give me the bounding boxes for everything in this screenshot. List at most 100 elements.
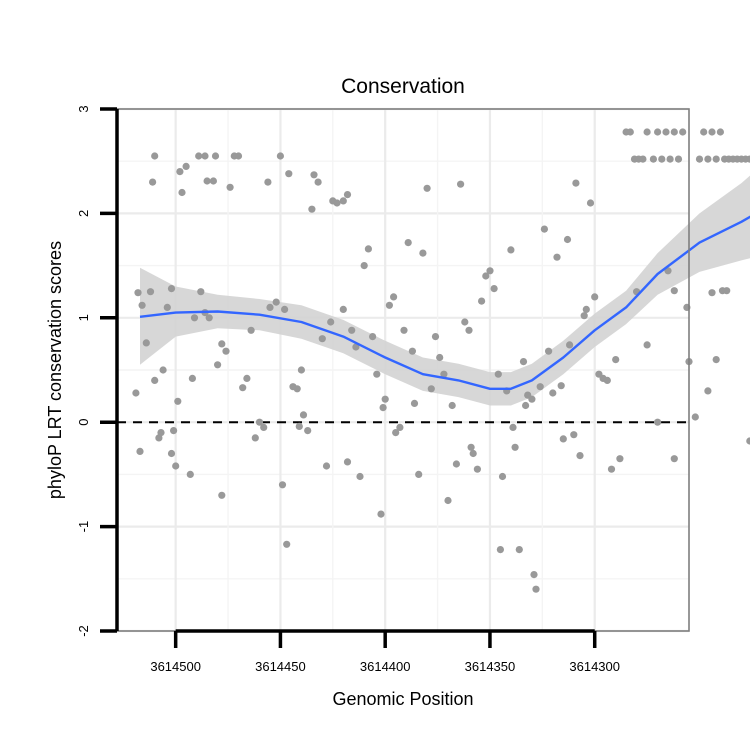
data-point — [136, 447, 144, 455]
data-point — [134, 289, 142, 297]
data-point — [178, 188, 186, 197]
data-point — [197, 288, 205, 296]
data-point — [201, 152, 209, 160]
data-point — [373, 370, 381, 378]
data-point — [308, 205, 316, 213]
data-point — [339, 197, 347, 205]
data-point — [369, 333, 377, 341]
x-tick-label: 3614300 — [569, 659, 620, 674]
data-point — [218, 340, 226, 348]
data-point — [339, 305, 347, 313]
data-point — [639, 155, 647, 163]
data-point — [658, 155, 666, 163]
data-point — [343, 191, 352, 199]
data-point — [436, 353, 444, 362]
data-point — [509, 423, 517, 431]
data-point — [469, 449, 477, 458]
data-point — [566, 341, 574, 349]
data-point — [695, 155, 704, 163]
data-point — [465, 326, 473, 334]
data-point — [209, 177, 217, 185]
data-point — [679, 128, 687, 136]
data-point — [643, 341, 651, 349]
data-point — [723, 287, 731, 295]
data-point — [142, 339, 150, 347]
data-point — [649, 155, 658, 163]
data-point — [146, 288, 155, 296]
data-point — [304, 427, 312, 435]
data-point — [540, 225, 549, 233]
data-point — [188, 374, 196, 382]
data-point — [333, 199, 341, 207]
data-point — [486, 267, 494, 275]
scatter-points — [132, 128, 750, 593]
data-point — [545, 347, 553, 355]
data-point — [532, 585, 540, 593]
data-point — [666, 155, 674, 163]
data-point — [404, 239, 412, 247]
data-point — [151, 376, 159, 384]
data-point — [708, 128, 716, 136]
data-point — [205, 314, 213, 322]
data-point — [674, 155, 683, 163]
data-point — [572, 179, 580, 187]
data-point — [381, 395, 389, 403]
data-point — [396, 423, 404, 431]
loess-line — [139, 215, 750, 390]
data-point — [670, 455, 678, 463]
data-point — [626, 128, 634, 136]
data-point — [170, 427, 178, 435]
data-point — [327, 318, 335, 326]
y-tick-label: 0 — [76, 419, 91, 426]
data-point — [167, 449, 176, 458]
data-point — [310, 171, 318, 179]
data-point — [536, 383, 544, 391]
data-point — [496, 546, 504, 554]
data-point — [616, 455, 624, 463]
data-point — [410, 399, 419, 407]
data-point — [255, 418, 264, 426]
data-point — [174, 397, 182, 405]
data-point — [582, 305, 590, 313]
data-point — [712, 155, 720, 163]
data-point — [522, 401, 530, 410]
data-point — [515, 546, 523, 554]
data-point — [746, 437, 750, 445]
data-point — [379, 404, 387, 412]
data-point — [243, 374, 251, 382]
data-point — [211, 152, 220, 160]
data-point — [580, 312, 588, 320]
y-tick-label: 3 — [76, 105, 91, 112]
data-point — [498, 472, 507, 481]
data-point — [352, 343, 360, 351]
data-point — [746, 155, 750, 163]
data-point — [452, 460, 460, 468]
data-point — [285, 170, 293, 178]
data-point — [295, 422, 303, 430]
data-point — [222, 347, 230, 355]
data-point — [132, 389, 140, 397]
data-point — [272, 298, 280, 306]
data-point — [704, 155, 712, 163]
data-point — [281, 305, 289, 313]
data-point — [563, 235, 572, 244]
data-point — [251, 434, 259, 442]
data-point — [494, 370, 502, 378]
data-point — [591, 293, 599, 301]
data-point — [519, 358, 528, 366]
data-point — [482, 272, 490, 280]
data-point — [440, 370, 448, 378]
data-point — [260, 423, 268, 431]
data-point — [343, 458, 352, 466]
data-point — [299, 411, 308, 419]
data-point — [654, 418, 662, 426]
data-point — [415, 470, 423, 478]
data-point — [239, 384, 247, 392]
confidence-ribbon — [140, 175, 750, 406]
data-point — [478, 297, 486, 305]
data-point — [444, 496, 452, 505]
data-point — [457, 180, 465, 188]
data-point — [182, 162, 190, 170]
data-point — [528, 395, 536, 403]
data-point — [138, 301, 146, 309]
